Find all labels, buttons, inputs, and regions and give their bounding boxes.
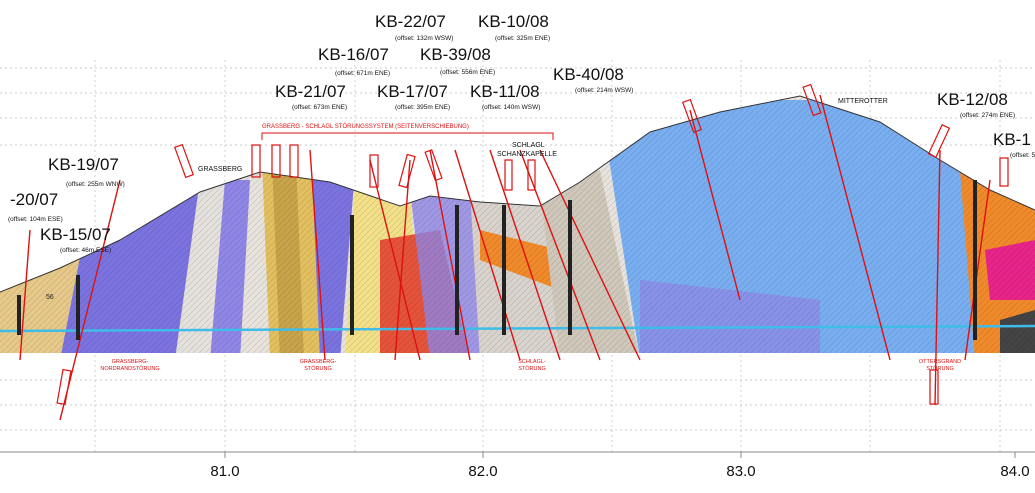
fault-system-label: GRASSBERG - SCHLAGL STÖRUNGSSYSTEM (SEIT… bbox=[262, 123, 469, 130]
borehole-offset: (offset: 671m ENE) bbox=[335, 70, 390, 77]
fault-label: NORDRANDSTÖRUNG bbox=[100, 365, 159, 372]
axis-tick-label: 84.0 bbox=[1000, 463, 1029, 480]
borehole-name: KB-19/07 bbox=[48, 155, 119, 174]
borehole-name: KB-15/07 bbox=[40, 225, 111, 244]
borehole-offset: (offset: 140m WSW) bbox=[482, 104, 540, 111]
borehole-offset: (offset: 673m ENE) bbox=[292, 104, 347, 111]
borehole-offset: (offset: 274m ENE) bbox=[960, 112, 1015, 119]
fault-label: SCHLAGL- bbox=[518, 359, 546, 365]
fault-label: GRASSBERG- bbox=[300, 359, 337, 365]
fault-label: STÖRUNG bbox=[304, 365, 332, 372]
place-name: SCHLAGL bbox=[512, 142, 545, 149]
borehole-offset: (offset: 325m ENE) bbox=[495, 35, 550, 42]
misc-label: 56 bbox=[46, 294, 54, 301]
axis-tick-label: 83.0 bbox=[726, 463, 755, 480]
borehole-offset: (offset: 556m ENE) bbox=[440, 69, 495, 76]
borehole-offset: (offset: 214m WSW) bbox=[575, 87, 633, 94]
borehole-offset: (offset: 58 bbox=[1010, 152, 1035, 159]
axis-tick-label: 81.0 bbox=[210, 463, 239, 480]
borehole-name: KB-10/08 bbox=[478, 12, 549, 31]
fault-system-bracket bbox=[262, 133, 553, 140]
fault-label: GRASSBERG- bbox=[112, 359, 149, 365]
borehole-name: KB-21/07 bbox=[275, 82, 346, 101]
place-name: MITTEROTTER bbox=[838, 98, 888, 105]
borehole-offset: (offset: 132m WSW) bbox=[395, 35, 453, 42]
borehole-offset: (offset: 255m WNW) bbox=[66, 181, 125, 188]
borehole-name: KB-16/07 bbox=[318, 45, 389, 64]
fault-label: OTTERSGRAND bbox=[919, 359, 961, 365]
borehole-name: KB-12/08 bbox=[937, 90, 1008, 109]
borehole-name: KB-22/07 bbox=[375, 12, 446, 31]
borehole-name: KB-39/08 bbox=[420, 45, 491, 64]
borehole-name: -20/07 bbox=[10, 190, 58, 209]
borehole-name: KB-40/08 bbox=[553, 65, 624, 84]
place-name: SCHANZKAPELLE bbox=[497, 151, 557, 158]
fault-label: STÖRUNG bbox=[926, 365, 954, 372]
fault-label: STÖRUNG bbox=[518, 365, 546, 372]
cross-section: GRASSBERG - SCHLAGL STÖRUNGSSYSTEM (SEIT… bbox=[0, 0, 1035, 493]
borehole-name: KB-11/08 bbox=[470, 82, 540, 101]
borehole-offset: (offset: 104m ESE) bbox=[8, 216, 63, 223]
axis-tick-label: 82.0 bbox=[468, 463, 497, 480]
borehole-offset: (offset: 395m ENE) bbox=[395, 104, 450, 111]
borehole-offset: (offset: 46m ESE) bbox=[60, 247, 111, 254]
borehole-name: KB-1 bbox=[993, 130, 1031, 149]
place-name: GRASSBERG bbox=[198, 166, 242, 173]
borehole-name: KB-17/07 bbox=[377, 82, 448, 101]
